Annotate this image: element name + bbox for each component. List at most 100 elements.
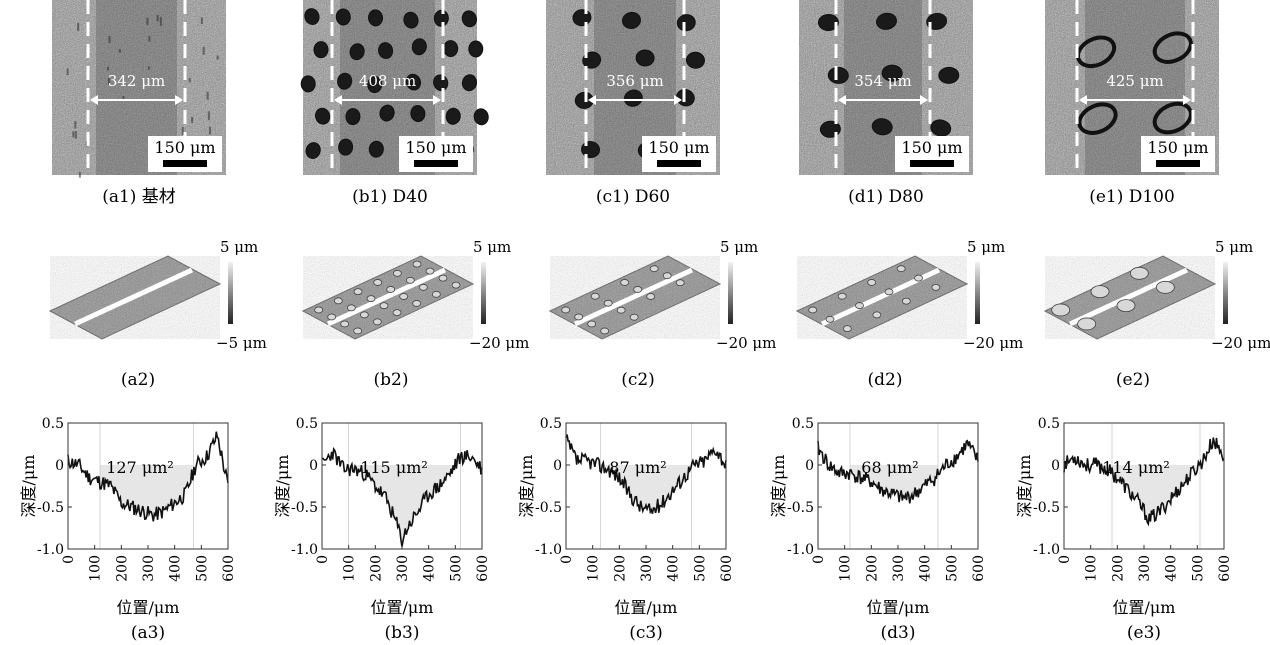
y-tick-label: 0 [553, 458, 562, 474]
area-annotation: 115 μm² [360, 458, 428, 477]
colorbar-top-label: 5 μm [473, 238, 511, 256]
surface-speck [107, 66, 110, 71]
surface-pit [574, 313, 584, 321]
surface-pit [1116, 299, 1136, 313]
surface-pit [359, 311, 369, 319]
surface-panel-0: 5 μm −5 μm (a2) [48, 238, 267, 390]
micrograph-panel-0: 342 μm 150 μm (a1) 基材 [52, 0, 226, 207]
surface-pit [646, 293, 656, 300]
y-axis-label: 深度/μm [1015, 455, 1034, 518]
y-tick-label: -0.5 [787, 500, 814, 516]
surface-pit [392, 269, 402, 277]
x-tick-label: 600 [719, 555, 735, 582]
x-tick-label: 300 [1137, 555, 1153, 582]
surface-pit [662, 272, 672, 280]
depth-series-line [67, 431, 229, 522]
track-line [73, 267, 194, 327]
surface-pit [649, 265, 659, 273]
laser-pit [403, 11, 419, 29]
track-width-label: 342 μm [108, 72, 165, 90]
laser-pit [368, 140, 384, 158]
micrograph-panel-2: 356 μm 150 μm (c1) D60 [546, 0, 720, 207]
x-tick-label: 200 [864, 555, 880, 582]
area-annotation: 87 μm² [609, 458, 666, 477]
surface-pit [386, 286, 396, 293]
x-tick-label: 300 [639, 555, 655, 582]
panel-caption: (b1) D40 [352, 187, 428, 207]
panel-caption: (e2) [1116, 370, 1150, 390]
y-tick-label: 0 [309, 458, 318, 474]
surface-pit [600, 327, 610, 335]
scale-bar [163, 160, 207, 167]
arrow-head-left [334, 95, 342, 105]
scale-bar-label: 150 μm [154, 138, 215, 157]
colorbar [1223, 262, 1228, 324]
surface-pit [561, 306, 571, 314]
laser-pit [379, 104, 395, 122]
colorbar-bottom-label: −20 μm [469, 334, 529, 352]
panel-caption: (c1) D60 [596, 187, 670, 207]
area-annotation: 127 μm² [106, 458, 174, 477]
surface-pit [353, 327, 363, 335]
surface-pit [896, 265, 906, 273]
surface-pit [867, 279, 877, 286]
surface-speck [77, 22, 80, 31]
laser-pit [345, 108, 361, 126]
x-tick-label: 200 [1110, 555, 1126, 582]
laser-pit [622, 11, 641, 29]
surface-speck [202, 46, 205, 55]
surface-pit [392, 309, 402, 317]
surface-pit [855, 302, 864, 309]
panel-caption: (a1) 基材 [102, 187, 176, 207]
colorbar-bottom-label: −20 μm [1211, 334, 1270, 352]
x-tick-label: 600 [221, 555, 237, 582]
y-tick-label: -0.5 [37, 500, 64, 516]
panel-caption: (a3) [131, 623, 165, 643]
arrow-head-right [433, 95, 441, 105]
x-tick-label: 100 [586, 555, 602, 582]
laser-pit [304, 8, 320, 25]
surface-speck [181, 126, 184, 135]
panel-caption: (d2) [868, 370, 903, 390]
surface-speck [207, 111, 210, 121]
x-axis-label: 位置/μm [867, 598, 930, 617]
surface-speck [66, 68, 69, 76]
panel-caption: (d1) D80 [848, 187, 924, 207]
x-tick-label: 300 [891, 555, 907, 582]
surface-pit [412, 260, 422, 268]
laser-pit [337, 72, 353, 90]
panel-caption: (c2) [621, 370, 655, 390]
surface-pit [837, 292, 847, 300]
colorbar [228, 262, 233, 324]
track-line [573, 267, 694, 327]
laser-pit [468, 40, 484, 58]
surface-pit [372, 318, 382, 326]
y-tick-label: 0.5 [540, 416, 562, 432]
surface-speck [216, 55, 219, 60]
surface-pit [675, 279, 685, 287]
surface-pit [327, 313, 337, 321]
depth-area-fill [601, 465, 691, 514]
surface-speck [78, 172, 81, 178]
x-tick-label: 500 [448, 555, 464, 582]
laser-pit [461, 74, 477, 92]
surface-pit [587, 320, 597, 328]
x-tick-label: 400 [1164, 555, 1180, 582]
colorbar-top-label: 5 μm [1215, 238, 1253, 256]
x-axis-label: 位置/μm [615, 598, 678, 617]
depth-area-fill [850, 465, 938, 504]
laser-pit [1152, 31, 1193, 64]
x-tick-label: 400 [918, 555, 934, 582]
laser-pit [368, 9, 384, 27]
surface-speck [208, 126, 211, 135]
laser-pit [635, 49, 655, 67]
surface-pit [412, 300, 422, 307]
surface-speck [118, 48, 121, 53]
panel-caption: (b2) [374, 370, 409, 390]
scale-bar [1156, 160, 1200, 167]
surface-pit [1155, 280, 1175, 294]
surface-speck [122, 96, 125, 101]
